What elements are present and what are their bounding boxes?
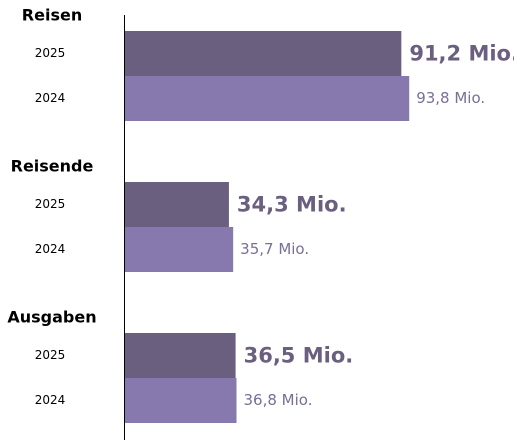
value-label: 35,7 Mio. — [240, 240, 309, 258]
value-label: 36,5 Mio. — [244, 344, 354, 368]
year-label: 2025 — [35, 197, 66, 211]
year-label: 2024 — [35, 242, 66, 256]
group-label: Reisende — [11, 157, 94, 176]
value-label: 36,8 Mio. — [244, 391, 313, 409]
year-label: 2025 — [35, 348, 66, 362]
value-label: 91,2 Mio. — [409, 42, 514, 66]
bar — [125, 182, 229, 227]
year-label: 2024 — [35, 393, 66, 407]
bar — [125, 333, 236, 378]
value-label: 34,3 Mio. — [237, 193, 347, 217]
bar — [125, 76, 410, 121]
bar — [125, 227, 234, 272]
bar — [125, 31, 402, 76]
year-label: 2025 — [35, 46, 66, 60]
value-label: 93,8 Mio. — [416, 89, 485, 107]
bar — [125, 378, 237, 423]
group-label: Reisen — [22, 6, 82, 25]
year-label: 2024 — [35, 91, 66, 105]
group-label: Ausgaben — [7, 308, 96, 327]
